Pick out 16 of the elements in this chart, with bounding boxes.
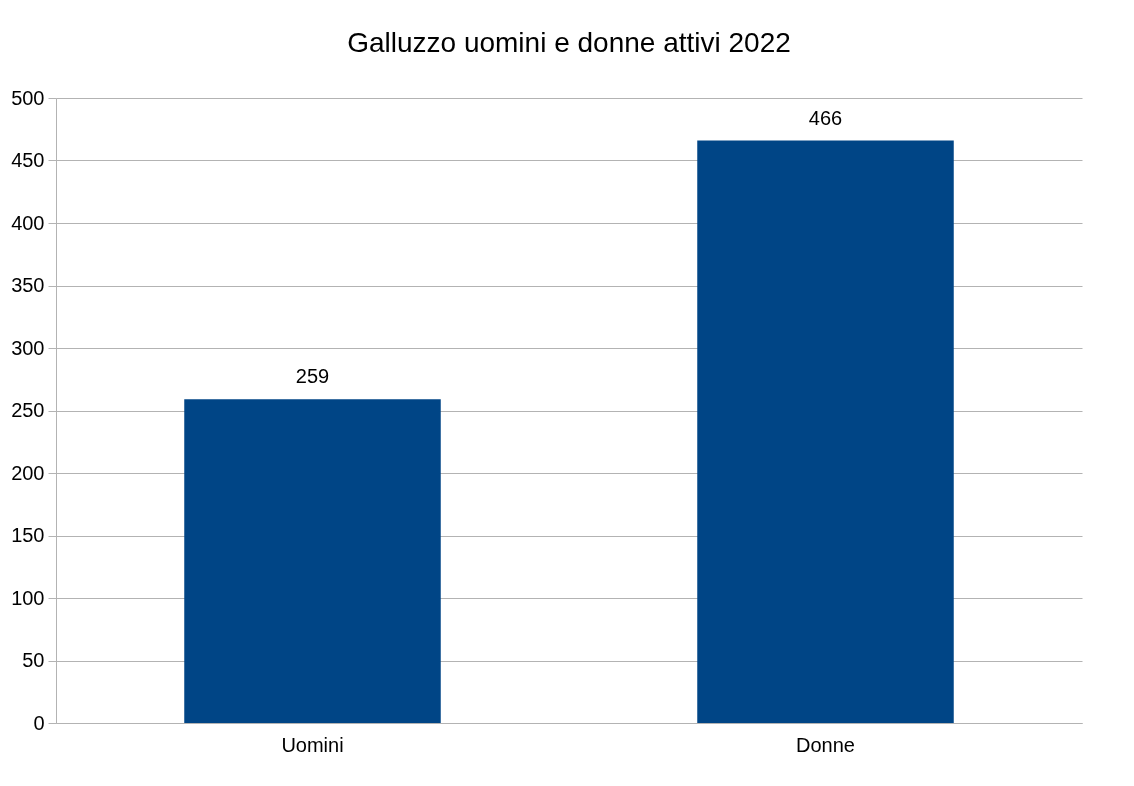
y-tick-label: 350 (11, 274, 45, 296)
y-tick-label: 450 (11, 149, 45, 171)
data-label: 259 (295, 365, 330, 388)
y-tick-label: 50 (22, 649, 45, 671)
x-tick-label: Uomini (281, 733, 344, 756)
data-label: 466 (808, 106, 843, 129)
y-tick-label: 150 (11, 524, 45, 546)
y-tick-label: 200 (11, 461, 45, 484)
y-tick-label: 250 (11, 399, 45, 421)
y-tick-label: 0 (33, 711, 45, 734)
x-tick-label: Donne (796, 733, 855, 756)
y-tick-label: 500 (11, 86, 45, 109)
y-tick-label: 100 (11, 586, 45, 609)
chart-title: Galluzzo uomini e donne attivi 2022 (347, 27, 791, 58)
y-tick-label: 400 (11, 211, 45, 234)
y-tick-label: 300 (11, 336, 45, 359)
